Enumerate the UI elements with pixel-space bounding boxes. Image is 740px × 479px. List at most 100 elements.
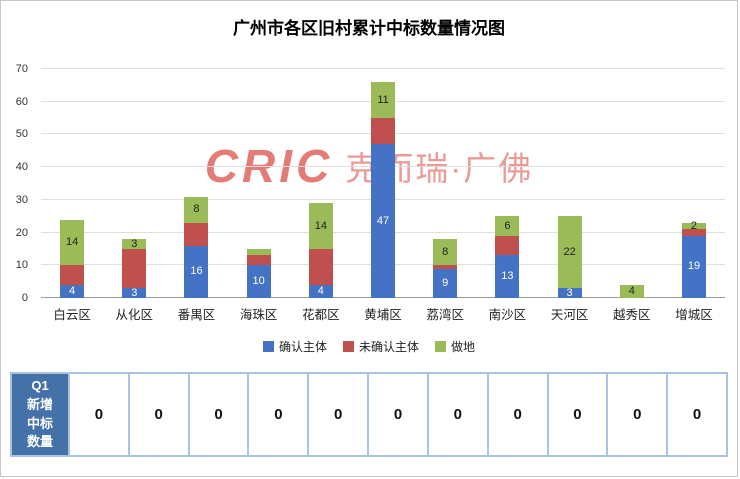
stacked-bar-海珠区: 10	[246, 69, 271, 298]
table-cell-白云区: 0	[68, 374, 128, 455]
data-label: 6	[504, 219, 511, 232]
data-label: 11	[377, 93, 389, 106]
bar-segment-做地: 2	[681, 219, 706, 232]
data-label: 2	[690, 219, 698, 232]
x-axis-label-白云区: 白云区	[53, 308, 91, 322]
bar-segment-确认主体: 10	[246, 265, 271, 298]
bar-segment-未确认主体	[184, 222, 209, 246]
x-axis-label-增城区: 增城区	[675, 308, 713, 322]
y-tick-label-60: 60	[15, 95, 28, 108]
table-cell-从化区: 0	[127, 374, 188, 455]
bar-segment-未确认主体	[60, 265, 85, 285]
x-axis-label-黄埔区: 黄埔区	[364, 308, 402, 322]
bar-segment-未确认主体	[371, 118, 396, 145]
data-label: 19	[687, 260, 701, 273]
stacked-bar-天河区: 22 3	[557, 69, 582, 298]
legend-item-做地: 做地	[435, 338, 475, 355]
y-tick-label-50: 50	[15, 128, 28, 141]
bar-column-番禺区: 8 16	[165, 69, 227, 298]
data-label: 13	[501, 270, 514, 283]
stacked-bar-番禺区: 8 16	[184, 69, 209, 298]
table-cell-黄埔区: 0	[367, 374, 427, 455]
bar-segment-确认主体: 3	[122, 286, 147, 299]
bar-segment-做地: 8	[433, 239, 458, 266]
legend-label: 确认主体	[278, 340, 327, 354]
gridline-70	[41, 68, 725, 69]
data-label: 4	[628, 284, 635, 297]
data-label: 4	[69, 284, 76, 297]
stacked-bar-白云区: 14 4	[60, 69, 85, 298]
y-tick-label-70: 70	[15, 63, 28, 75]
bar-segment-做地: 14	[60, 219, 85, 266]
bar-segment-确认主体: 16	[184, 245, 209, 298]
data-label: 10	[252, 275, 265, 288]
bar-column-花都区: 14 4	[290, 69, 352, 298]
y-tick-label-0: 0	[21, 292, 28, 304]
bars-container: 14 4 3 3 8 16 10 14 4 11 47 8 9 6 13 22 3 4 2 19	[41, 69, 725, 298]
bar-segment-做地: 6	[495, 216, 520, 236]
bar-segment-未确认主体	[308, 248, 333, 285]
y-tick-label-10: 10	[15, 259, 28, 272]
bar-segment-做地: 11	[371, 82, 396, 119]
legend-label: 未确认主体	[358, 340, 419, 354]
x-axis-label-花都区: 花都区	[302, 308, 340, 322]
table-cell-增城区: 0	[666, 374, 726, 455]
bar-segment-未确认主体	[246, 255, 271, 266]
data-label: 8	[193, 203, 200, 216]
bar-column-增城区: 2 19	[663, 69, 725, 298]
bar-column-天河区: 22 3	[539, 69, 601, 298]
bar-segment-确认主体: 3	[557, 287, 582, 298]
bar-segment-确认主体: 9	[433, 268, 458, 298]
stacked-bar-花都区: 14 4	[308, 69, 333, 298]
bar-segment-做地: 3	[122, 237, 147, 250]
table-cell-花都区: 0	[307, 374, 368, 455]
chart-title: 广州市各区旧村累计中标数量情况图	[233, 19, 505, 38]
x-axis-label-越秀区: 越秀区	[613, 308, 651, 322]
bar-segment-确认主体: 47	[371, 144, 396, 298]
data-label: 8	[442, 245, 449, 258]
x-axis-label-从化区: 从化区	[115, 308, 154, 322]
bar-segment-做地	[246, 248, 271, 256]
data-label: 22	[563, 245, 576, 258]
data-label: 14	[65, 235, 79, 248]
table-cell-荔湾区: 0	[426, 374, 487, 455]
bar-segment-未确认主体	[122, 248, 147, 289]
stacked-bar-黄埔区: 11 47	[371, 69, 396, 298]
y-tick-label-40: 40	[15, 161, 28, 174]
row-header-line: 中标	[26, 415, 53, 431]
bar-column-南沙区: 6 13	[476, 69, 538, 298]
bar-segment-未确认主体	[681, 229, 706, 236]
table-cell-天河区: 0	[546, 374, 607, 455]
x-axis-label-天河区: 天河区	[550, 308, 589, 322]
data-label: 3	[131, 237, 138, 250]
x-axis-labels: 白云区 从化区 番禺区 海珠区 花都区 黄埔区 荔湾区 南沙区 天河区 越秀区 增城区	[41, 304, 725, 323]
data-label: 4	[317, 284, 324, 297]
data-label: 14	[314, 219, 327, 232]
x-axis-label-荔湾区: 荔湾区	[426, 308, 464, 322]
bar-segment-做地: 4	[619, 284, 644, 298]
data-label: 9	[442, 276, 449, 289]
x-axis-label-番禺区: 番禺区	[177, 308, 216, 322]
stacked-bar-南沙区: 6 13	[495, 69, 520, 298]
bar-segment-确认主体: 19	[681, 235, 706, 298]
bar-segment-未确认主体	[433, 265, 458, 269]
legend-item-未确认主体: 未确认主体	[342, 338, 419, 355]
bar-segment-做地: 14	[308, 203, 333, 249]
data-label: 3	[131, 286, 138, 299]
bar-segment-做地: 22	[557, 216, 582, 289]
bar-segment-确认主体: 4	[60, 284, 85, 298]
y-tick-label-30: 30	[15, 193, 28, 206]
x-axis-label-南沙区: 南沙区	[488, 308, 527, 322]
table-cell-南沙区: 0	[486, 374, 547, 455]
bar-segment-确认主体: 4	[308, 284, 333, 298]
bar-column-白云区: 14 4	[41, 69, 103, 298]
table-row-header: Q1 新增 中标 数量	[12, 374, 68, 455]
legend-swatch	[342, 341, 354, 352]
legend-item-确认主体: 确认主体	[262, 338, 327, 355]
legend-swatch	[435, 341, 446, 352]
